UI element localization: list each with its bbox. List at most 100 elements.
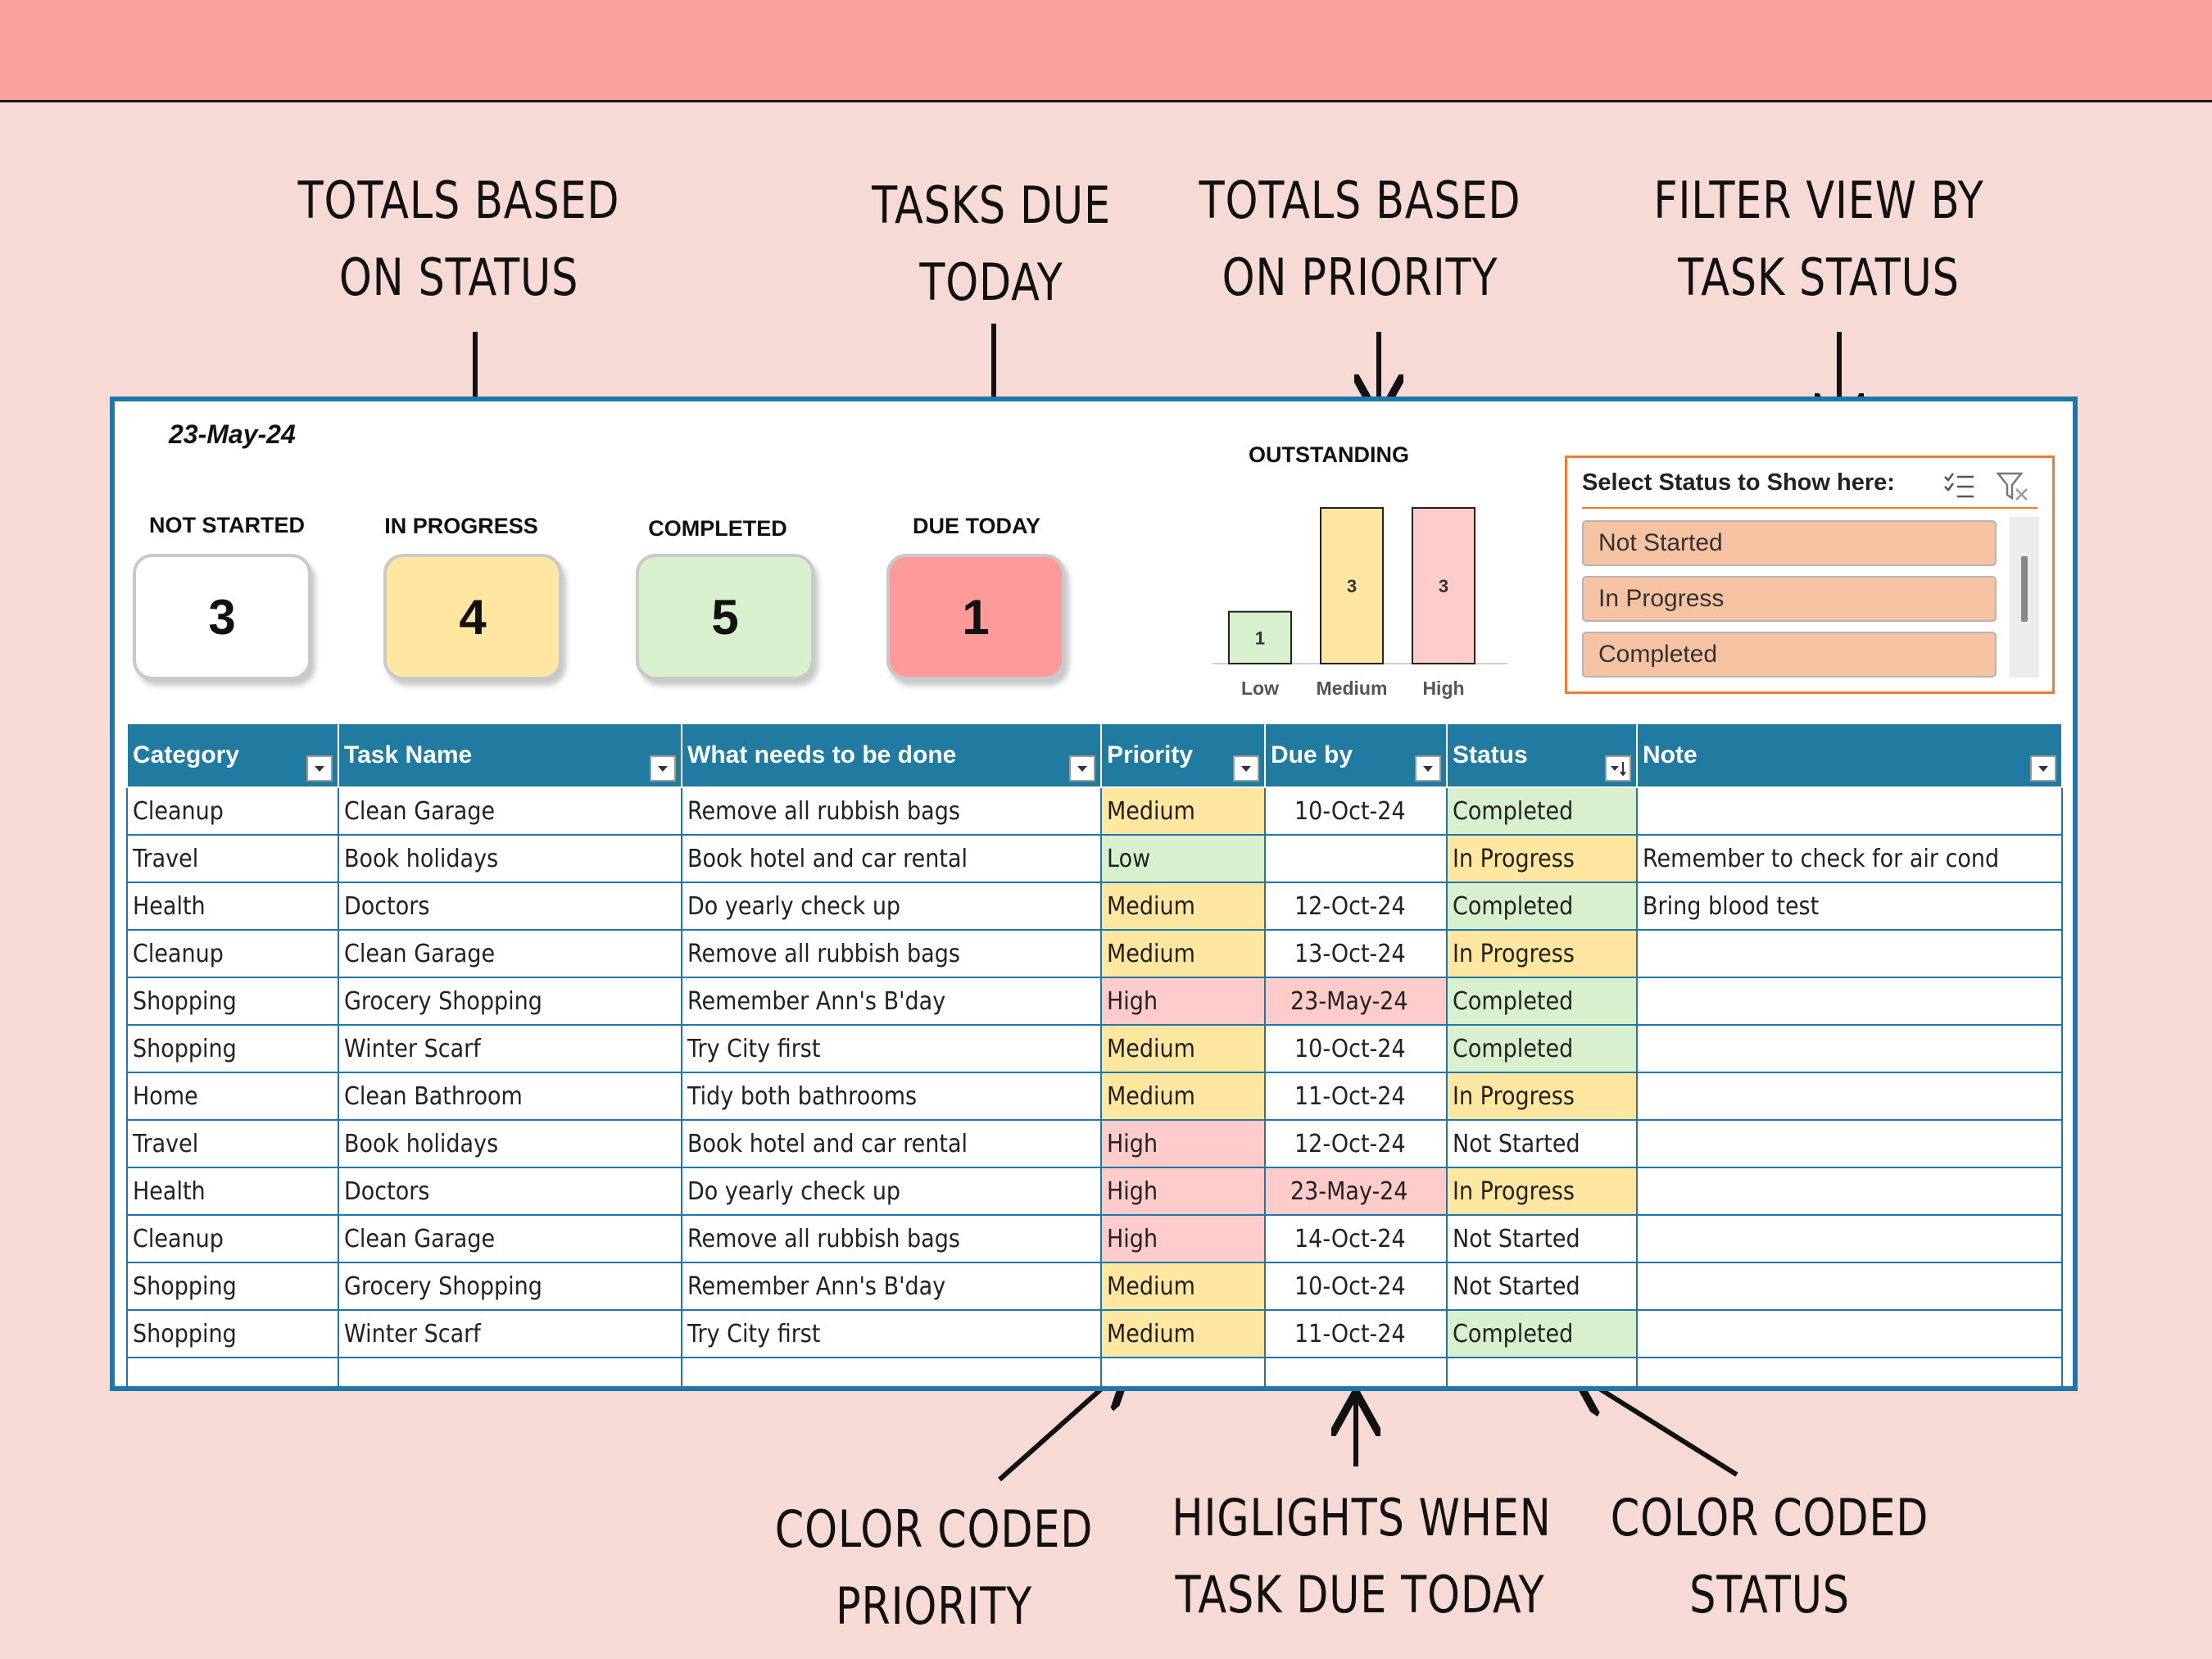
category-cell[interactable]: Shopping: [126, 977, 339, 1026]
priority-cell[interactable]: Low: [1100, 834, 1266, 883]
task-name-cell[interactable]: Book holidays: [338, 834, 682, 883]
note-cell[interactable]: [1636, 1167, 2063, 1216]
priority-cell[interactable]: Medium: [1100, 882, 1266, 931]
note-cell[interactable]: [1636, 1119, 2063, 1168]
clear-filter-icon[interactable]: [1997, 471, 2029, 502]
due-date-cell[interactable]: 10-Oct-24: [1264, 786, 1448, 836]
due-date-cell[interactable]: 23-May-24: [1264, 1167, 1448, 1216]
sort-filter-dropdown-icon[interactable]: [1605, 755, 1631, 782]
filter-dropdown-icon[interactable]: [1069, 755, 1095, 782]
priority-cell[interactable]: Medium: [1100, 929, 1266, 978]
due-date-cell[interactable]: 10-Oct-24: [1264, 1262, 1448, 1311]
filter-dropdown-icon[interactable]: [1233, 755, 1259, 782]
status-cell[interactable]: Not Started: [1446, 1262, 1638, 1311]
note-cell[interactable]: [1636, 929, 2063, 978]
priority-cell[interactable]: High: [1100, 977, 1266, 1026]
note-cell[interactable]: [1636, 1024, 2063, 1073]
category-cell[interactable]: Cleanup: [126, 786, 339, 836]
task-name-cell[interactable]: Winter Scarf: [338, 1309, 682, 1358]
priority-cell[interactable]: High: [1100, 1119, 1266, 1168]
task-description-cell[interactable]: Do yearly check up: [681, 1167, 1102, 1216]
status-cell[interactable]: [1446, 1357, 1638, 1386]
note-cell[interactable]: [1636, 977, 2063, 1026]
due-date-cell[interactable]: [1264, 834, 1448, 883]
task-name-cell[interactable]: Grocery Shopping: [338, 1262, 682, 1311]
status-cell[interactable]: In Progress: [1446, 1167, 1638, 1216]
task-description-cell[interactable]: Tidy both bathrooms: [681, 1072, 1102, 1121]
slicer-scrollbar[interactable]: [2010, 517, 2039, 678]
task-description-cell[interactable]: Try City first: [681, 1309, 1102, 1358]
slicer-item-completed[interactable]: Completed: [1582, 632, 1997, 678]
category-cell[interactable]: Shopping: [126, 1262, 339, 1311]
task-description-cell[interactable]: Book hotel and car rental: [681, 1119, 1102, 1168]
category-cell[interactable]: Health: [126, 882, 339, 931]
filter-dropdown-icon[interactable]: [1415, 755, 1441, 782]
task-name-cell[interactable]: Doctors: [338, 882, 682, 931]
slicer-item-in-progress[interactable]: In Progress: [1582, 576, 1997, 622]
task-name-cell[interactable]: Clean Garage: [338, 1214, 682, 1263]
slicer-item-not-started[interactable]: Not Started: [1582, 520, 1997, 566]
category-cell[interactable]: Home: [126, 1072, 339, 1121]
task-name-cell[interactable]: Clean Garage: [338, 786, 682, 836]
priority-cell[interactable]: Medium: [1100, 1072, 1266, 1121]
priority-cell[interactable]: Medium: [1100, 1262, 1266, 1311]
due-date-cell[interactable]: 23-May-24: [1264, 977, 1448, 1026]
note-cell[interactable]: Remember to check for air cond: [1636, 834, 2063, 883]
note-cell[interactable]: [1636, 786, 2063, 836]
note-cell[interactable]: [1636, 1072, 2063, 1121]
task-name-cell[interactable]: Book holidays: [338, 1119, 682, 1168]
task-name-cell[interactable]: Doctors: [338, 1167, 682, 1216]
due-date-cell[interactable]: 13-Oct-24: [1264, 929, 1448, 978]
filter-dropdown-icon[interactable]: [2030, 755, 2056, 782]
task-description-cell[interactable]: Remove all rubbish bags: [681, 1214, 1102, 1263]
status-cell[interactable]: Not Started: [1446, 1119, 1638, 1168]
status-cell[interactable]: Completed: [1446, 786, 1638, 836]
due-date-cell[interactable]: 11-Oct-24: [1264, 1072, 1448, 1121]
task-description-cell[interactable]: Try City first: [681, 1024, 1102, 1073]
task-name-cell[interactable]: Clean Bathroom: [338, 1072, 682, 1121]
status-cell[interactable]: Completed: [1446, 882, 1638, 931]
task-name-cell[interactable]: Winter Scarf: [338, 1024, 682, 1073]
category-cell[interactable]: [126, 1357, 339, 1386]
slicer-scroll-thumb[interactable]: [2021, 556, 2028, 622]
task-name-cell[interactable]: [338, 1357, 682, 1386]
status-cell[interactable]: Completed: [1446, 1024, 1638, 1073]
task-description-cell[interactable]: Remove all rubbish bags: [681, 929, 1102, 978]
category-cell[interactable]: Shopping: [126, 1024, 339, 1073]
task-name-cell[interactable]: Clean Garage: [338, 929, 682, 978]
note-cell[interactable]: [1636, 1357, 2063, 1386]
category-cell[interactable]: Travel: [126, 1119, 339, 1168]
due-date-cell[interactable]: 10-Oct-24: [1264, 1024, 1448, 1073]
task-description-cell[interactable]: Remember Ann's B'day: [681, 1262, 1102, 1311]
status-cell[interactable]: Completed: [1446, 1309, 1638, 1358]
category-cell[interactable]: Cleanup: [126, 929, 339, 978]
due-date-cell[interactable]: 12-Oct-24: [1264, 882, 1448, 931]
priority-cell[interactable]: High: [1100, 1214, 1266, 1263]
note-cell[interactable]: [1636, 1309, 2063, 1358]
task-description-cell[interactable]: [681, 1357, 1102, 1386]
status-cell[interactable]: Completed: [1446, 977, 1638, 1026]
due-date-cell[interactable]: 11-Oct-24: [1264, 1309, 1448, 1358]
priority-cell[interactable]: [1100, 1357, 1266, 1386]
status-cell[interactable]: In Progress: [1446, 834, 1638, 883]
status-cell[interactable]: In Progress: [1446, 929, 1638, 978]
priority-cell[interactable]: Medium: [1100, 1309, 1266, 1358]
status-cell[interactable]: In Progress: [1446, 1072, 1638, 1121]
task-name-cell[interactable]: Grocery Shopping: [338, 977, 682, 1026]
task-description-cell[interactable]: Do yearly check up: [681, 882, 1102, 931]
due-date-cell[interactable]: 14-Oct-24: [1264, 1214, 1448, 1263]
priority-cell[interactable]: Medium: [1100, 1024, 1266, 1073]
category-cell[interactable]: Shopping: [126, 1309, 339, 1358]
status-cell[interactable]: Not Started: [1446, 1214, 1638, 1263]
filter-dropdown-icon[interactable]: [650, 755, 676, 782]
note-cell[interactable]: Bring blood test: [1636, 882, 2063, 931]
task-description-cell[interactable]: Remember Ann's B'day: [681, 977, 1102, 1026]
due-date-cell[interactable]: 12-Oct-24: [1264, 1119, 1448, 1168]
filter-dropdown-icon[interactable]: [306, 755, 333, 782]
note-cell[interactable]: [1636, 1214, 2063, 1263]
multi-select-icon[interactable]: [1942, 471, 1975, 501]
category-cell[interactable]: Travel: [126, 834, 339, 883]
priority-cell[interactable]: High: [1100, 1167, 1266, 1216]
category-cell[interactable]: Cleanup: [126, 1214, 339, 1263]
task-description-cell[interactable]: Remove all rubbish bags: [681, 786, 1102, 836]
